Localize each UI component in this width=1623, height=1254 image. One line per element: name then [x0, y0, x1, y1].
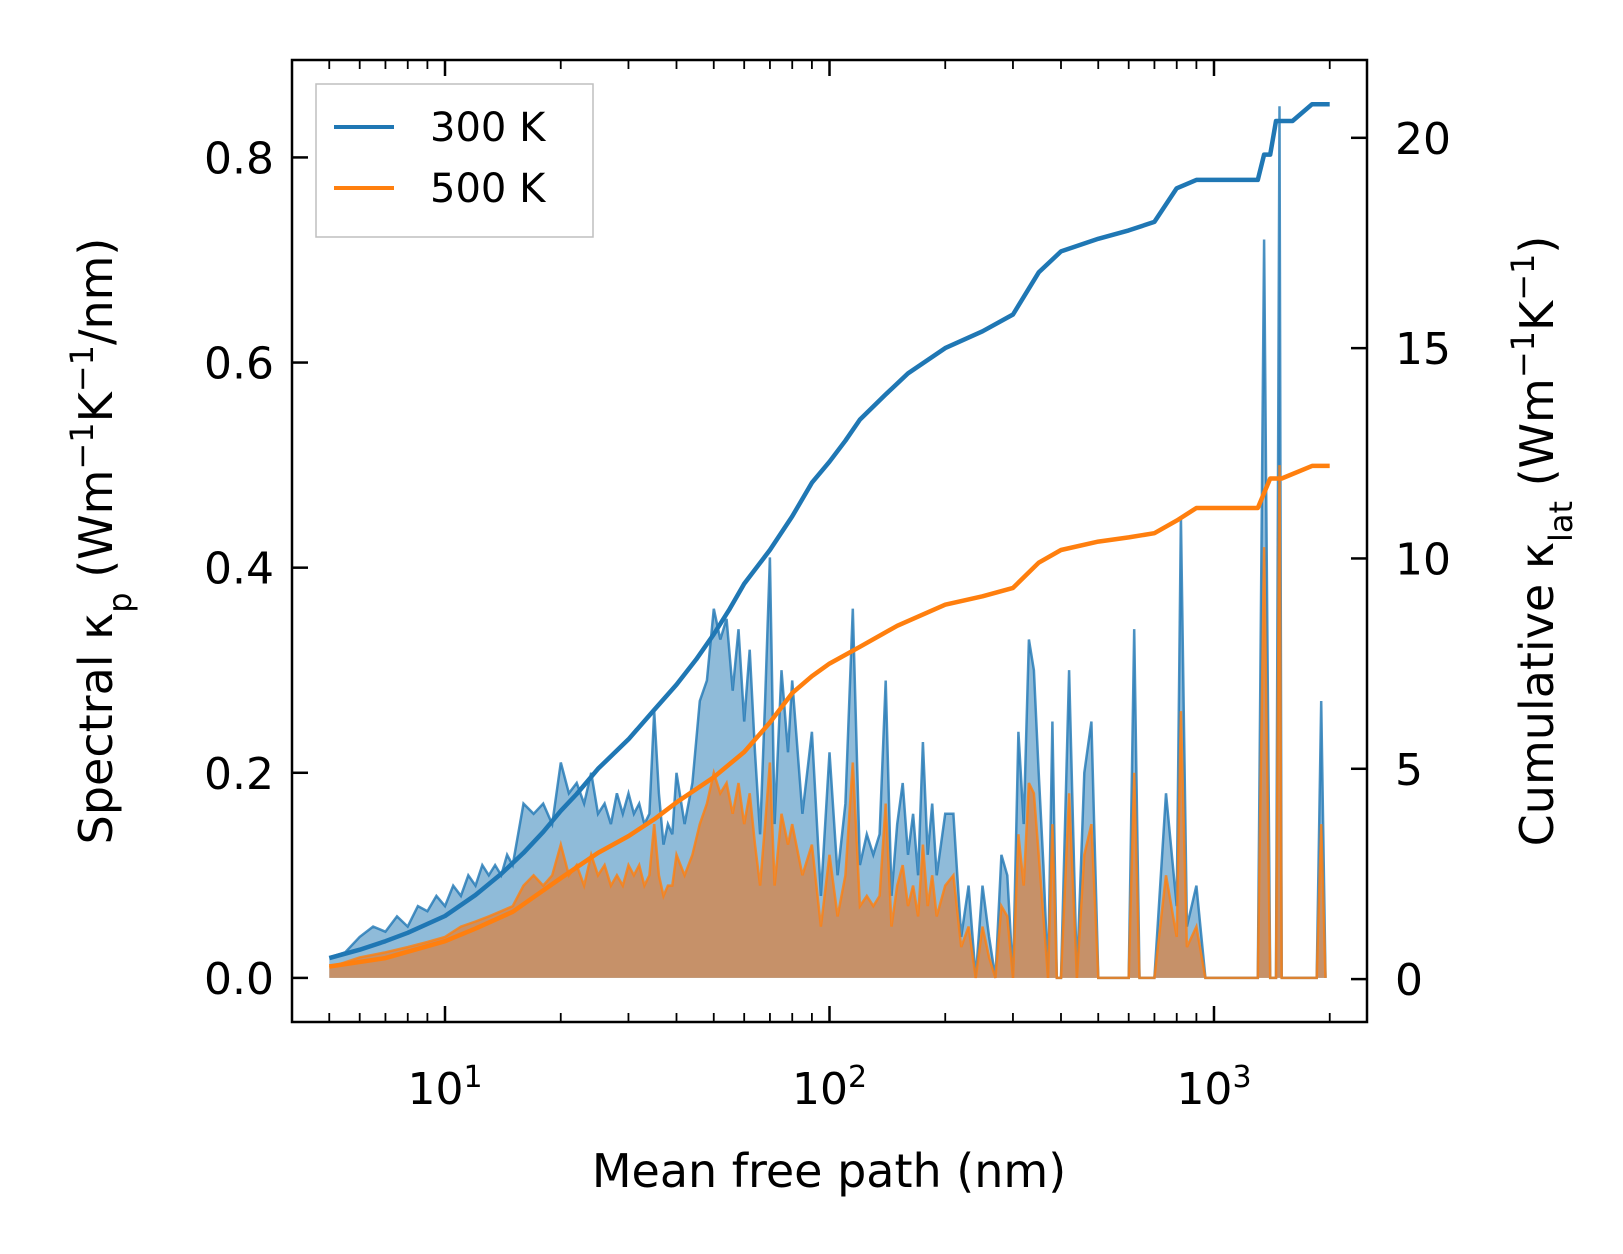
y-left-tick-label: 0.0: [204, 954, 274, 1005]
legend-box: [315, 83, 594, 238]
y-left-tick-label: 0.8: [204, 133, 274, 184]
y-left-tick-label: 0.6: [204, 339, 274, 390]
legend-label-500k: 500 K: [430, 166, 547, 212]
y-left-tick-label: 0.4: [204, 544, 274, 595]
x-tick-label: 103: [1176, 1060, 1251, 1116]
y-right-tick-label: 5: [1395, 745, 1423, 796]
axis-ticks: 101 102 103 0.0 0.2 0.4 0.6 0.8 0 5 10 15 20: [204, 60, 1451, 1115]
plot-frame: [290, 58, 1369, 1024]
y-right-tick-label: 10: [1395, 534, 1451, 585]
y-left-tick-label: 0.2: [204, 749, 274, 800]
y-left-axis-title: Spectral κp (Wm−1K−1/nm): [63, 238, 139, 845]
x-tick-label: 101: [407, 1060, 482, 1116]
cumulative-line-500k: [328, 463, 1330, 969]
y-right-tick-label: 20: [1395, 114, 1451, 165]
spectral-line-500k: [328, 465, 1327, 980]
y-right-axis-title: Cumulative κlat (Wm−1K−1): [1504, 236, 1580, 847]
x-tick-label: 102: [792, 1060, 867, 1116]
y-right-tick-label: 0: [1395, 955, 1423, 1006]
x-axis-title: Mean free path (nm): [592, 1144, 1066, 1198]
y-right-tick-label: 15: [1395, 324, 1451, 375]
cumulative-line-300k: [328, 101, 1330, 961]
legend-label-300k: 300 K: [430, 105, 547, 151]
legend: 300 K 500 K: [315, 83, 594, 238]
plot-area: [328, 101, 1330, 980]
